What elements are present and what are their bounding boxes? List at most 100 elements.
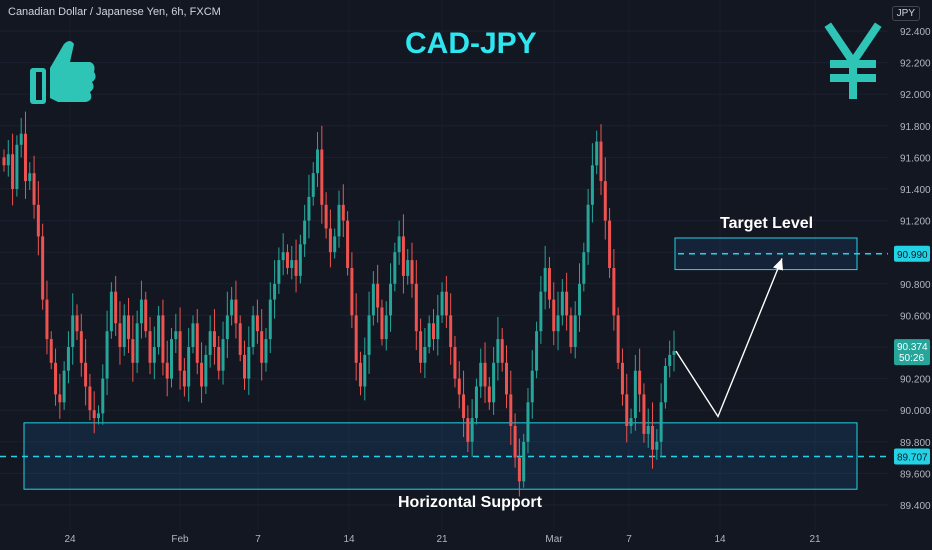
candle-body: [423, 347, 427, 363]
price-tick-label: 89.400: [900, 501, 931, 512]
candle-body: [316, 149, 320, 174]
candle-body: [328, 228, 332, 253]
candle-body: [487, 386, 491, 403]
candle-body: [114, 291, 118, 324]
support-price-badge: [894, 448, 930, 465]
time-axis: 24 Feb 7 14 21 Mar 7 14 21: [64, 534, 821, 545]
candle-body: [397, 236, 401, 253]
candle-body: [144, 299, 148, 332]
price-tick-label: 89.600: [900, 469, 931, 480]
candle-body: [509, 394, 513, 426]
target-price-badge: [894, 245, 930, 262]
price-tick-label: 90.000: [900, 406, 931, 417]
currency-badge[interactable]: JPY: [891, 6, 920, 21]
target-level-label: Target Level: [720, 215, 814, 232]
current-price-text: 90.374: [897, 342, 928, 353]
candle-body: [505, 362, 508, 395]
price-tick-label: 91.800: [900, 122, 931, 133]
candle-body: [208, 331, 212, 355]
candle-body: [268, 299, 272, 340]
target-price-badge-text: 90.990: [897, 250, 928, 261]
price-zones: [0, 237, 888, 490]
candle-body: [92, 410, 96, 419]
candle-body: [225, 315, 229, 340]
candle-body: [565, 291, 569, 316]
price-tick-label: 89.800: [900, 438, 931, 449]
candle-body: [311, 173, 315, 197]
candle-body: [152, 347, 156, 363]
candle-body: [88, 386, 92, 411]
candle-body: [466, 418, 470, 442]
candle-body: [535, 331, 539, 371]
time-tick-label: Mar: [545, 534, 563, 545]
time-tick-label: 24: [64, 534, 76, 545]
candle-body: [127, 315, 131, 340]
price-tick-label: 92.000: [900, 90, 931, 101]
candle-body: [410, 260, 414, 284]
candle-body: [11, 154, 15, 189]
candle-body: [474, 386, 478, 419]
candle-body: [58, 394, 62, 403]
candle-body: [161, 315, 165, 363]
candle-body: [444, 291, 448, 316]
candle-body: [75, 315, 79, 332]
candle-body: [350, 268, 354, 316]
candle-body: [84, 362, 88, 387]
candle-body: [569, 315, 573, 347]
support-price-badge-text: 89.707: [897, 452, 928, 463]
candle-body: [457, 378, 461, 395]
price-tick-label: 91.200: [900, 217, 931, 228]
price-tick-label: 91.600: [900, 153, 931, 164]
price-tick-label: 92.200: [900, 59, 931, 70]
candle-body: [371, 283, 375, 316]
candle-body: [204, 354, 208, 387]
candle-body: [109, 291, 113, 332]
candle-body: [427, 323, 431, 347]
candle-body: [139, 299, 143, 324]
candle-body: [6, 154, 10, 166]
candle-body: [642, 394, 646, 434]
candle-body: [255, 315, 259, 332]
candle-body: [15, 144, 19, 189]
candle-body: [389, 283, 393, 316]
candle-body: [663, 365, 667, 403]
time-tick-label: Feb: [171, 534, 189, 545]
candle-body: [526, 402, 530, 442]
candle-body: [513, 426, 517, 458]
candle-body: [638, 370, 642, 395]
time-tick-label: 21: [809, 534, 821, 545]
candle-body: [603, 181, 607, 221]
horizontal-support-label: Horizontal Support: [398, 494, 542, 511]
candle-body: [346, 220, 350, 268]
candle-body: [285, 252, 289, 268]
candlestick-series: [2, 111, 676, 497]
price-tick-label: 90.800: [900, 280, 931, 291]
candle-body: [625, 394, 629, 426]
candle-body: [414, 283, 418, 332]
candle-body: [191, 323, 195, 347]
candle-body: [470, 418, 474, 442]
time-tick-label: 14: [343, 534, 355, 545]
candle-body: [217, 347, 221, 371]
candle-body: [170, 339, 173, 379]
candle-body: [384, 315, 388, 340]
candle-body: [547, 268, 551, 300]
candle-body: [298, 244, 302, 276]
candle-body: [165, 362, 169, 379]
candle-body: [54, 362, 58, 395]
candle-body: [135, 323, 139, 363]
candle-body: [453, 347, 457, 379]
candle-body: [380, 307, 384, 340]
candle-body: [517, 457, 521, 482]
candle-body: [324, 204, 328, 229]
candle-body: [290, 260, 294, 268]
candle-body: [187, 347, 191, 387]
candle-body: [277, 260, 281, 284]
candle-body: [234, 299, 238, 324]
countdown-text: 50:26: [899, 353, 924, 364]
candle-body: [238, 323, 242, 355]
candle-body: [148, 331, 152, 363]
candle-body: [354, 315, 358, 363]
candle-body: [273, 283, 277, 300]
